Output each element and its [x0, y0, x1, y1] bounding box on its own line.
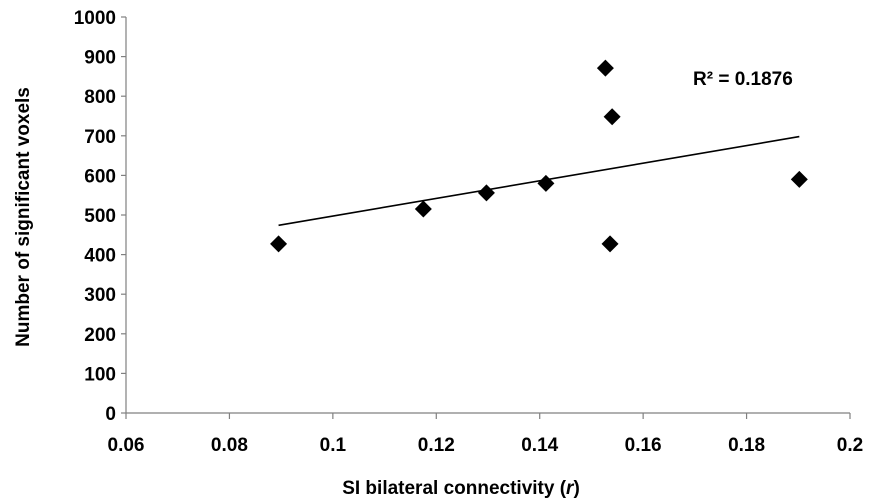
x-tick-label: 0.06 [108, 435, 145, 456]
data-point-diamond [601, 235, 619, 253]
x-axis-title-variable: r [566, 478, 575, 499]
data-point-diamond [477, 184, 495, 202]
x-tick-label: 0.2 [837, 435, 863, 456]
y-tick-label: 700 [84, 127, 116, 148]
data-point-diamond [270, 235, 288, 253]
data-point-diamond [790, 170, 808, 188]
x-axis-title: SI bilateral connectivity (r) [342, 478, 580, 499]
y-tick-label: 1000 [74, 8, 116, 29]
data-point-diamond [537, 174, 555, 192]
data-point-diamond [414, 200, 432, 218]
y-tick-label: 800 [84, 87, 116, 108]
y-axis: 0 100 200 300 400 500 600 700 800 900 1000 [74, 8, 127, 425]
trendline-layer [278, 135, 800, 227]
x-axis-title-main: SI bilateral connectivity ( [342, 478, 567, 499]
y-tick-label: 100 [84, 364, 116, 385]
y-tick-label: 500 [84, 206, 116, 227]
trendline [278, 135, 800, 227]
x-tick-label: 0.1 [320, 435, 347, 456]
x-tick-label: 0.08 [211, 435, 248, 456]
x-tick-label: 0.14 [521, 435, 558, 456]
y-tick-label: 0 [105, 404, 116, 425]
x-tick-label: 0.12 [418, 435, 455, 456]
r-squared-annotation: R² = 0.1876 [693, 69, 793, 90]
x-axis-title-close: ) [573, 478, 579, 499]
x-tick-label: 0.16 [625, 435, 662, 456]
y-tick-label: 600 [84, 166, 116, 187]
y-axis-title: Number of significant voxels [13, 87, 34, 347]
y-tick-label: 300 [84, 285, 116, 306]
data-point-diamond [603, 108, 621, 126]
data-point-diamond [596, 59, 614, 77]
y-tick-label: 400 [84, 246, 116, 267]
y-tick-label: 900 [84, 48, 116, 69]
y-tick-label: 200 [84, 325, 116, 346]
x-tick-label: 0.18 [728, 435, 765, 456]
x-axis: 0.06 0.08 0.1 0.12 0.14 0.16 0.18 0.2 [108, 412, 863, 456]
data-points [270, 59, 808, 253]
